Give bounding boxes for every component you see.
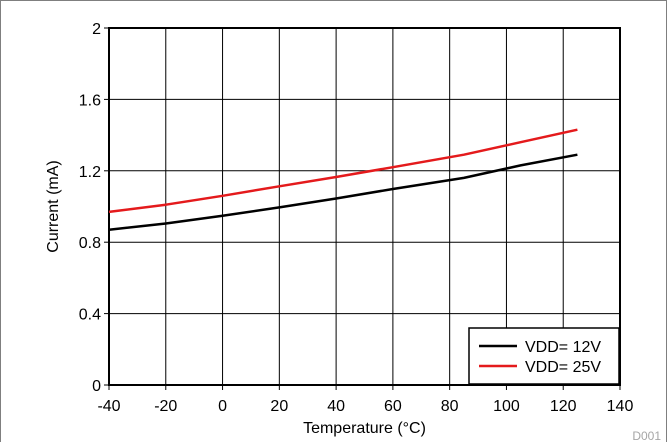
legend-label-1: VDD= 12V — [525, 339, 601, 356]
x-tick-label: 20 — [270, 398, 288, 415]
x-tick-label: 80 — [441, 398, 459, 415]
legend-label-2: VDD= 25V — [525, 359, 601, 376]
y-tick-label: 1.6 — [79, 92, 101, 109]
legend: VDD= 12V VDD= 25V — [468, 327, 620, 385]
y-tick-label: 0.4 — [79, 307, 101, 324]
series-line-1 — [108, 153, 578, 231]
x-axis-label: Temperature (°C) — [303, 420, 426, 437]
y-tick-label: 0.8 — [79, 235, 101, 252]
x-tick-label: 60 — [384, 398, 402, 415]
x-tick-label: 140 — [607, 398, 634, 415]
y-tick-label: 0 — [92, 378, 101, 395]
y-tick-label: 1.2 — [79, 164, 101, 181]
y-tick-label: 2 — [92, 21, 101, 38]
y-axis-label: Current (mA) — [45, 160, 62, 252]
x-tick-label: 40 — [327, 398, 345, 415]
series-line-2 — [108, 128, 578, 214]
legend-box — [468, 327, 620, 385]
x-tick-label: 120 — [550, 398, 577, 415]
plot-area-border — [108, 27, 621, 386]
figure-code: D001 — [632, 429, 661, 443]
x-tick-label: 0 — [218, 398, 227, 415]
x-tick-label: -20 — [154, 398, 177, 415]
x-tick-label: 100 — [493, 398, 520, 415]
x-tick-label: -40 — [97, 398, 120, 415]
